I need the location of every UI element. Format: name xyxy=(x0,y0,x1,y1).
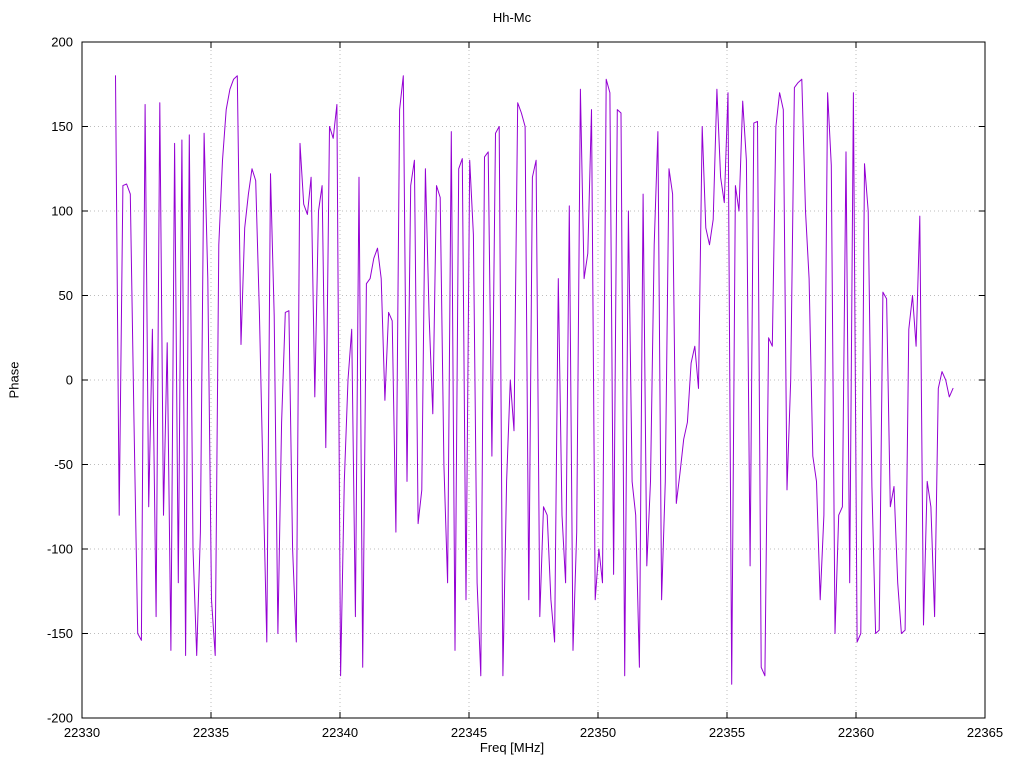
y-tick-label: 150 xyxy=(51,119,73,134)
x-tick-label: 22350 xyxy=(580,725,616,740)
x-tick-label: 22365 xyxy=(967,725,1003,740)
y-tick-label: -50 xyxy=(54,457,73,472)
x-axis-title: Freq [MHz] xyxy=(479,740,545,755)
x-tick-label: 22345 xyxy=(451,725,487,740)
y-tick-label: 0 xyxy=(66,373,73,388)
x-tick-label: 22335 xyxy=(193,725,229,740)
phase-line-series xyxy=(115,75,954,685)
x-tick-label: 22340 xyxy=(322,725,358,740)
x-tick-label: 22330 xyxy=(64,725,100,740)
y-tick-label: 100 xyxy=(51,204,73,219)
y-tick-label: -150 xyxy=(47,626,73,641)
plot-border xyxy=(81,41,986,719)
y-tick-label: 200 xyxy=(51,35,73,50)
y-tick-label: -200 xyxy=(47,711,73,726)
y-tick-label: -100 xyxy=(47,542,73,557)
x-tick-label: 22355 xyxy=(709,725,745,740)
y-tick-label: 50 xyxy=(59,288,73,303)
chart-title: Hh-Mc xyxy=(492,10,532,25)
x-tick-label: 22360 xyxy=(838,725,874,740)
